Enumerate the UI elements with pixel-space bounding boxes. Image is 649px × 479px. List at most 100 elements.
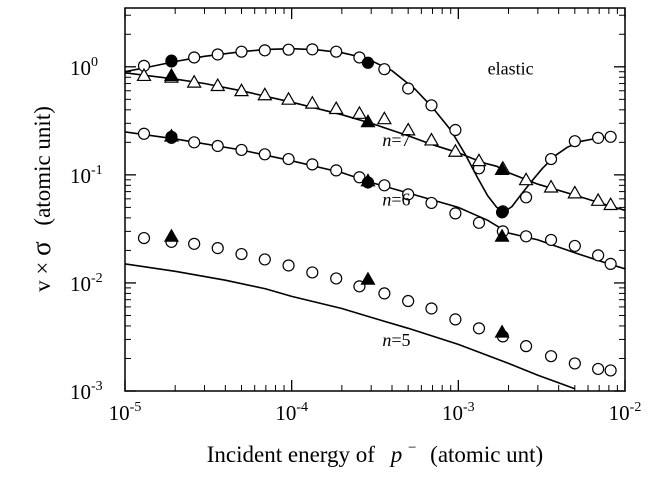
annotation-n5-n: n bbox=[382, 330, 391, 350]
n7-open-triangles-point bbox=[518, 172, 534, 186]
n5-open-circles-point bbox=[137, 231, 151, 245]
n5-filled-triangles-point bbox=[163, 228, 179, 242]
x-axis-title: Incident energy of p − (atomic unt) bbox=[207, 432, 543, 467]
n5-open-circles-point bbox=[282, 259, 295, 272]
elastic-open-circles-point bbox=[449, 123, 462, 137]
n6-open-circles-point bbox=[519, 230, 533, 243]
n5-open-circles-point bbox=[306, 266, 319, 279]
y-axis-title: v × σ (atomic unit) bbox=[26, 106, 56, 292]
elastic-open-circles-point bbox=[544, 152, 558, 166]
elastic-filled-circles-point bbox=[165, 54, 178, 67]
y-axis-title-symbol: σ bbox=[26, 241, 56, 256]
n5-open-circles-point bbox=[592, 362, 605, 376]
y-tick-exponent: -3 bbox=[91, 379, 103, 394]
y-tick-exponent: -2 bbox=[91, 271, 103, 286]
x-tick-base: 10 bbox=[275, 401, 296, 425]
elastic-open-circles-point bbox=[258, 44, 271, 57]
n6-filled-triangles-point bbox=[163, 128, 179, 142]
n6-open-circles-point bbox=[378, 179, 391, 192]
n5-open-circles-point bbox=[544, 350, 558, 363]
n5-open-circles-point bbox=[604, 364, 617, 377]
annotation-elastic: elastic bbox=[488, 58, 534, 78]
n6-open-circles-point bbox=[402, 188, 415, 201]
x-tick-base: 10 bbox=[442, 401, 463, 425]
n6-open-circles-point bbox=[282, 152, 295, 166]
n7-open-triangles-point bbox=[257, 87, 273, 101]
annotation-n5-value: =5 bbox=[391, 330, 410, 350]
n5-open-circles-point bbox=[378, 287, 391, 300]
n7-filled-triangles-point bbox=[494, 161, 510, 176]
annotation-n6-n: n bbox=[382, 190, 391, 210]
x-tick-exponent: -2 bbox=[630, 400, 642, 415]
plot-frame bbox=[124, 7, 626, 392]
n6-open-circles-point bbox=[425, 196, 438, 210]
n6-filled-triangles-point bbox=[360, 173, 376, 187]
n5-filled-triangles-point bbox=[360, 271, 376, 285]
n5-open-circles-point bbox=[330, 272, 343, 285]
x-axis-title-symbol: p bbox=[389, 442, 403, 467]
y-axis-title-suffix: (atomic unit) bbox=[30, 106, 55, 225]
n7-open-triangles-point bbox=[186, 74, 202, 88]
x-tick-exponent: -5 bbox=[130, 400, 142, 415]
x-tick-label: 10-2 bbox=[609, 400, 642, 425]
x-tick-label: 10-5 bbox=[109, 400, 142, 425]
n6-open-circles-point bbox=[188, 136, 201, 149]
n7-open-triangles-point bbox=[210, 77, 226, 92]
n6-open-circles-point bbox=[258, 148, 271, 161]
x-tick-label: 10-4 bbox=[275, 400, 308, 425]
elastic-open-circles-point bbox=[425, 99, 438, 112]
elastic-open-circles-point bbox=[568, 135, 581, 148]
elastic-filled-circles-point bbox=[495, 206, 509, 219]
x-tick-base: 10 bbox=[609, 401, 630, 425]
n6-open-circles-point bbox=[330, 164, 343, 177]
n5-open-circles-point bbox=[258, 253, 271, 266]
n7-open-triangles-point bbox=[603, 196, 619, 211]
n5-filled-triangles-point bbox=[494, 324, 510, 338]
y-tick-base: 10 bbox=[70, 272, 91, 296]
y-tick-exponent: -1 bbox=[91, 163, 103, 178]
n7-filled-triangles-point bbox=[163, 67, 179, 82]
y-tick-label: 100 bbox=[70, 55, 98, 80]
n6-open-circles-point bbox=[568, 239, 581, 253]
y-tick-label: 10-2 bbox=[70, 271, 103, 296]
n5-open-circles-point bbox=[188, 237, 201, 250]
n6-open-circles-point bbox=[472, 216, 486, 229]
n7-filled-triangles-point bbox=[360, 114, 376, 128]
annotation-n5: n=5 bbox=[382, 330, 410, 350]
n5-open-circles-point bbox=[425, 302, 438, 315]
n6-open-circles-point bbox=[137, 127, 151, 140]
elastic-open-circles-point bbox=[592, 131, 605, 144]
y-tick-base: 10 bbox=[70, 380, 91, 404]
elastic-open-circles-point bbox=[353, 51, 366, 64]
n7-open-triangles-point bbox=[400, 122, 416, 136]
n7-open-triangles-point bbox=[304, 95, 320, 109]
n5-open-circles-point bbox=[519, 340, 533, 353]
y-tick-base: 10 bbox=[70, 56, 91, 80]
y-tick-base: 10 bbox=[70, 164, 91, 188]
n6-open-circles-point bbox=[592, 249, 605, 262]
y-tick-label: 10-3 bbox=[70, 379, 103, 404]
n7-open-triangles-point bbox=[543, 179, 559, 193]
n6-filled-triangles-point bbox=[494, 228, 510, 242]
n6-open-circles-point bbox=[306, 158, 319, 171]
n5-open-circles-point bbox=[211, 242, 224, 255]
n7-open-triangles-point bbox=[281, 91, 297, 105]
n6-open-circles-point bbox=[449, 207, 462, 220]
elastic-open-circles-point bbox=[519, 191, 533, 204]
n5-open-circles-point bbox=[568, 357, 581, 370]
n7-open-triangles-point bbox=[136, 67, 152, 82]
n5-open-circles-point bbox=[449, 313, 462, 326]
annotation-n6-value: =6 bbox=[391, 190, 410, 210]
elastic-open-circles-point bbox=[402, 82, 415, 95]
n7-open-triangles-point bbox=[233, 83, 250, 97]
x-tick-base: 10 bbox=[109, 401, 130, 425]
x-tick-exponent: -4 bbox=[296, 400, 308, 415]
elastic-open-circles-point bbox=[282, 43, 295, 56]
n7-open-triangles-point bbox=[471, 153, 487, 167]
elastic-open-circles-point bbox=[211, 48, 224, 61]
x-tick-exponent: -3 bbox=[463, 400, 475, 415]
axis-ticks bbox=[124, 8, 626, 392]
elastic-filled-circles-point bbox=[361, 56, 375, 69]
x-tick-label: 10-3 bbox=[442, 400, 475, 425]
